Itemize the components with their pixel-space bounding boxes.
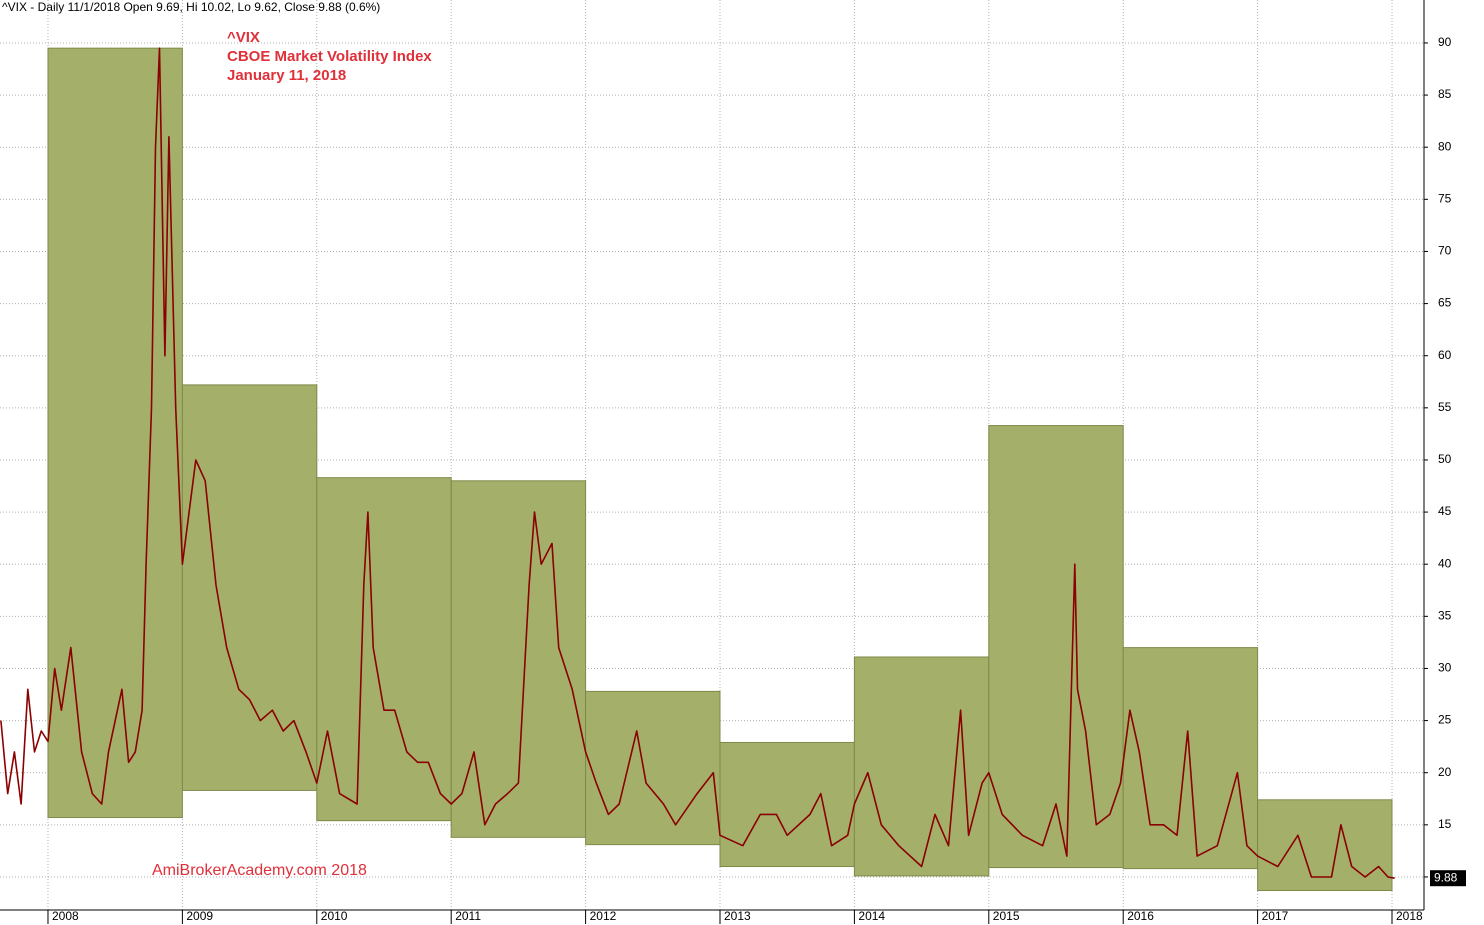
y-tick-label: 35 bbox=[1438, 608, 1452, 622]
chart-title: ^VIX bbox=[227, 29, 260, 46]
y-tick-label: 65 bbox=[1438, 296, 1452, 310]
y-tick-label: 75 bbox=[1438, 191, 1452, 205]
last-value-box bbox=[1430, 870, 1466, 887]
watermark: AmiBrokerAcademy.com 2018 bbox=[152, 862, 367, 879]
x-tick-label: 2016 bbox=[1127, 909, 1154, 923]
header: ^VIX - Daily 11/1/2018 Open 9.69, Hi 10.… bbox=[2, 0, 380, 14]
y-tick-label: 80 bbox=[1438, 139, 1452, 153]
year-range bbox=[719, 741, 855, 868]
x-tick-label: 2012 bbox=[590, 909, 617, 923]
price-line bbox=[0, 47, 1395, 879]
y-tick-label: 55 bbox=[1438, 400, 1452, 414]
chart-date: January 11, 2018 bbox=[227, 67, 346, 84]
x-tick-label: 2014 bbox=[858, 909, 885, 923]
year-range bbox=[47, 47, 183, 819]
x-tick-label: 2008 bbox=[52, 909, 79, 923]
series bbox=[0, 47, 1395, 879]
y-tick-label: 15 bbox=[1438, 817, 1452, 831]
x-tick-label: 2011 bbox=[455, 909, 481, 923]
last-value-label: 9.88 bbox=[1434, 870, 1458, 884]
x-tick-label: 2015 bbox=[993, 909, 1020, 923]
x-tick-label: 2010 bbox=[321, 909, 348, 923]
y-tick-label: 25 bbox=[1438, 713, 1452, 727]
y-tick-label: 70 bbox=[1438, 244, 1452, 258]
y-tick-label: 20 bbox=[1438, 765, 1452, 779]
x-tick-label: 2017 bbox=[1262, 909, 1289, 923]
y-tick-label: 60 bbox=[1438, 348, 1452, 362]
y-tick-label: 40 bbox=[1438, 556, 1452, 570]
y-tick-label: 90 bbox=[1438, 35, 1452, 49]
x-tick-label: 2013 bbox=[724, 909, 751, 923]
year-range bbox=[853, 656, 990, 877]
year-range bbox=[585, 690, 721, 846]
year-range bbox=[988, 425, 1124, 869]
chart-subtitle: CBOE Market Volatility Index bbox=[227, 48, 432, 65]
y-tick-label: 50 bbox=[1438, 452, 1452, 466]
y-tick-label: 85 bbox=[1438, 87, 1452, 101]
x-tick-label: 2018 bbox=[1396, 909, 1423, 923]
y-tick-label: 45 bbox=[1438, 504, 1452, 518]
x-tick-label: 2009 bbox=[186, 909, 213, 923]
year-range bbox=[1257, 799, 1393, 892]
y-tick-label: 30 bbox=[1438, 661, 1452, 675]
